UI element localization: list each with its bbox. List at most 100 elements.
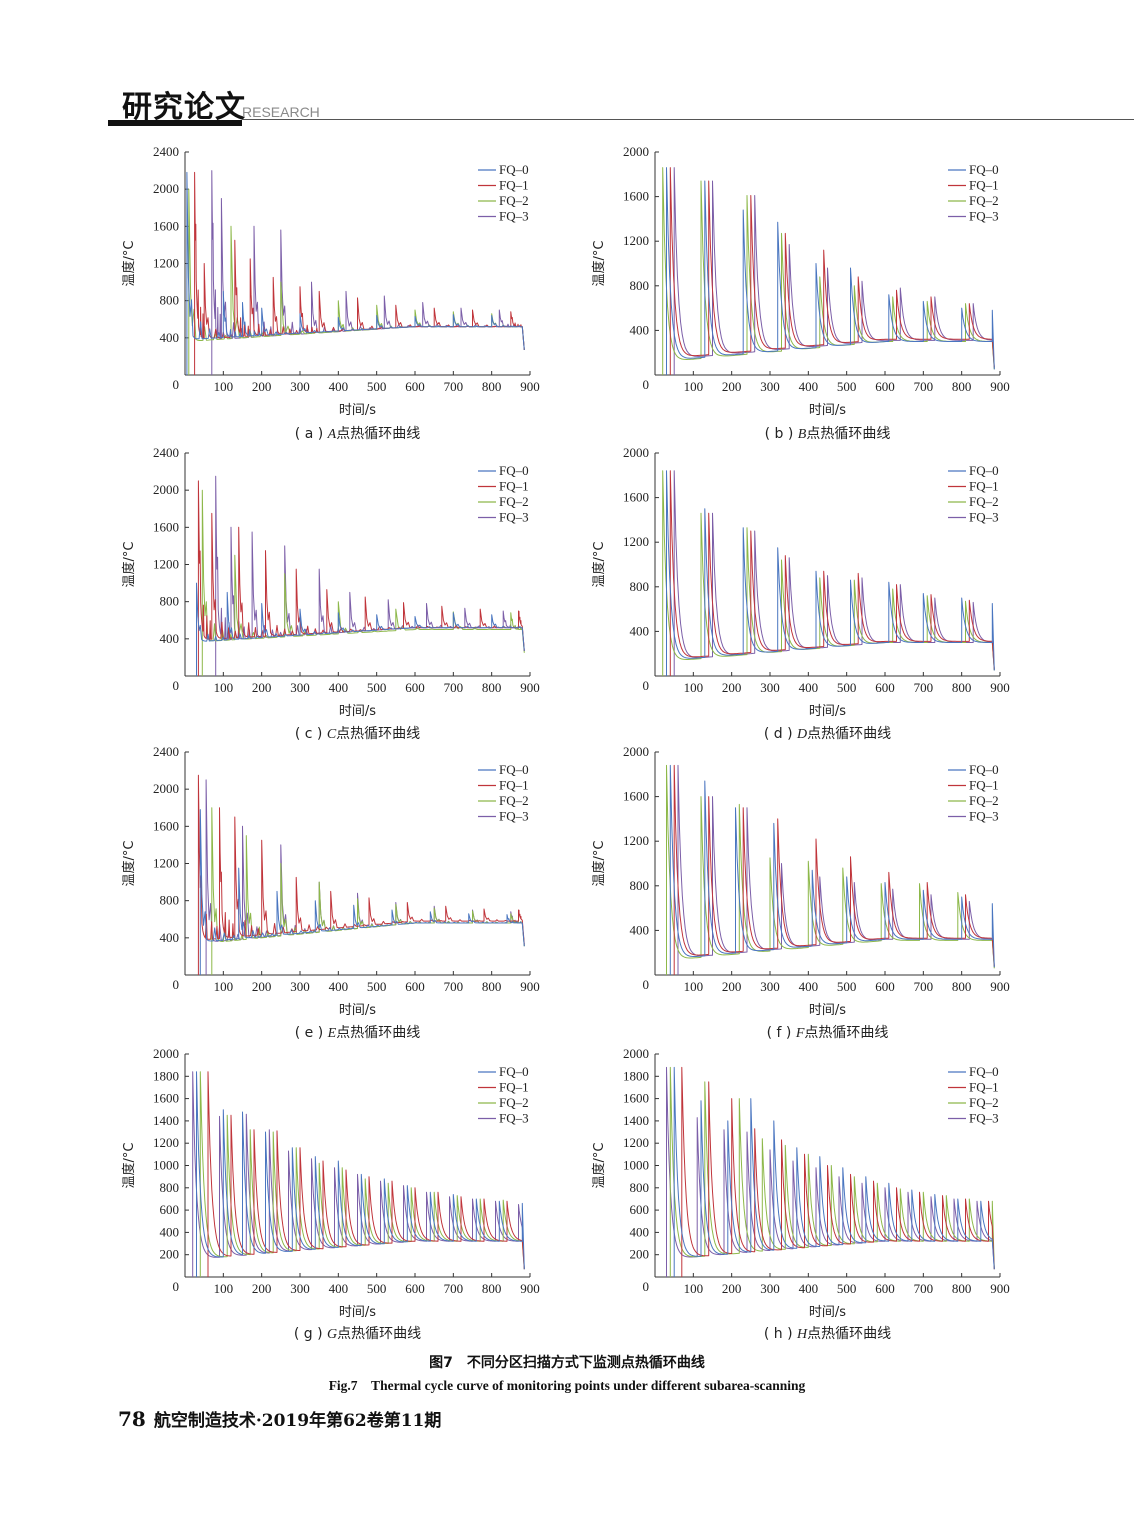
section-title: 研究论文 xyxy=(122,90,246,125)
legend-entry: FQ–1 xyxy=(969,778,999,793)
caption-point: A xyxy=(327,427,337,442)
x-tick-label: 200 xyxy=(252,979,272,994)
x-tick-label: 300 xyxy=(760,680,780,695)
legend-entry: FQ–1 xyxy=(499,178,529,193)
series-group xyxy=(666,1066,995,1277)
x-tick-label: 400 xyxy=(329,379,349,394)
origin-label: 0 xyxy=(643,377,650,392)
y-tick-label: 2400 xyxy=(153,744,179,759)
x-axis-label: 时间/s xyxy=(809,1305,846,1320)
series-line-FQ-1 xyxy=(669,167,995,375)
x-tick-label: 900 xyxy=(990,379,1010,394)
legend-entry: FQ–3 xyxy=(499,1111,529,1126)
series-line-FQ-2 xyxy=(188,188,525,375)
x-tick-label: 200 xyxy=(722,379,742,394)
series-line-FQ-0 xyxy=(666,470,995,676)
caption-index: ( b ) xyxy=(765,426,798,442)
series-group xyxy=(186,170,525,375)
x-axis-label: 时间/s xyxy=(339,1003,376,1018)
origin-label: 0 xyxy=(173,377,180,392)
x-axis-label: 时间/s xyxy=(339,704,376,719)
x-tick-label: 700 xyxy=(444,1281,464,1296)
series-group xyxy=(196,475,525,676)
x-tick-label: 100 xyxy=(214,979,234,994)
y-tick-label: 2400 xyxy=(153,445,179,460)
series-line-FQ-1 xyxy=(194,171,525,375)
panel-caption: ( d ) D点热循环曲线 xyxy=(764,726,891,742)
legend-entry: FQ–3 xyxy=(499,510,529,525)
x-tick-label: 600 xyxy=(405,680,425,695)
caption-text: 点热循环曲线 xyxy=(807,1326,891,1342)
y-tick-label: 1200 xyxy=(153,856,179,871)
x-tick-label: 400 xyxy=(799,680,819,695)
x-tick-label: 900 xyxy=(520,680,540,695)
series-group xyxy=(197,774,525,975)
origin-label: 0 xyxy=(643,977,650,992)
series-line-FQ-3 xyxy=(673,167,995,375)
y-axis-label: 温度/°C xyxy=(591,241,607,287)
caption-text: 点热循环曲线 xyxy=(337,1326,421,1342)
x-tick-label: 200 xyxy=(252,680,272,695)
y-tick-label: 400 xyxy=(160,631,180,646)
series-line-FQ-2 xyxy=(666,764,995,975)
y-tick-label: 800 xyxy=(160,1180,180,1195)
panel-caption: ( c ) C点热循环曲线 xyxy=(295,726,420,742)
x-tick-label: 500 xyxy=(837,680,857,695)
legend-entry: FQ–2 xyxy=(499,793,529,808)
x-tick-label: 800 xyxy=(482,680,502,695)
caption-point: H xyxy=(796,1327,808,1342)
caption-index: ( e ) xyxy=(295,1025,328,1041)
series-line-FQ-2 xyxy=(201,489,525,676)
x-tick-label: 200 xyxy=(252,1281,272,1296)
series-line-FQ-1 xyxy=(197,774,525,975)
x-tick-label: 300 xyxy=(290,979,310,994)
x-tick-label: 600 xyxy=(405,1281,425,1296)
chart-panel-e: 400 800 1200 1600 2000 2400 0 100 200 300 400 500 60… xyxy=(121,744,540,1041)
caption-point: C xyxy=(327,727,337,742)
x-axis-label: 时间/s xyxy=(809,1003,846,1018)
caption-index: ( f ) xyxy=(767,1025,796,1041)
x-tick-label: 600 xyxy=(875,979,895,994)
legend-entry: FQ–0 xyxy=(499,162,529,177)
figure-caption-cn: 图7 不同分区扫描方式下监测点热循环曲线 xyxy=(429,1355,705,1371)
y-tick-label: 800 xyxy=(160,293,180,308)
y-tick-label: 1600 xyxy=(623,1091,649,1106)
y-tick-label: 1400 xyxy=(153,1113,179,1128)
y-axis-label: 温度/°C xyxy=(591,1143,607,1189)
legend-entry: FQ–2 xyxy=(969,1095,999,1110)
y-tick-label: 1800 xyxy=(153,1068,179,1083)
y-tick-label: 2000 xyxy=(623,445,649,460)
y-tick-label: 800 xyxy=(160,594,180,609)
x-tick-label: 900 xyxy=(520,1281,540,1296)
x-tick-label: 800 xyxy=(482,1281,502,1296)
x-tick-label: 600 xyxy=(875,680,895,695)
x-tick-label: 700 xyxy=(914,1281,934,1296)
series-line-FQ-0 xyxy=(196,582,525,676)
x-tick-label: 700 xyxy=(444,680,464,695)
x-tick-label: 200 xyxy=(722,680,742,695)
x-tick-label: 800 xyxy=(952,379,972,394)
panel-caption: ( b ) B点热循环曲线 xyxy=(765,426,891,442)
y-tick-label: 800 xyxy=(630,579,650,594)
x-tick-label: 200 xyxy=(252,379,272,394)
legend-entry: FQ–1 xyxy=(969,1080,999,1095)
y-tick-label: 1600 xyxy=(153,818,179,833)
caption-point: B xyxy=(798,427,807,442)
x-tick-label: 300 xyxy=(290,1281,310,1296)
x-tick-label: 800 xyxy=(482,379,502,394)
figure-caption-en: Fig.7 Thermal cycle curve of monitoring … xyxy=(328,1378,806,1393)
series-line-FQ-1 xyxy=(673,764,995,975)
caption-index: ( d ) xyxy=(764,726,797,742)
origin-label: 0 xyxy=(173,678,180,693)
y-axis-label: 温度/°C xyxy=(121,1143,137,1189)
y-tick-label: 400 xyxy=(630,1224,650,1239)
x-tick-label: 900 xyxy=(520,379,540,394)
series-line-FQ-0 xyxy=(186,171,525,375)
y-tick-label: 800 xyxy=(630,878,650,893)
series-line-FQ-2 xyxy=(669,1066,995,1277)
chart-panel-a: 400 800 1200 1600 2000 2400 0 100 200 300 400 500 60… xyxy=(121,144,540,442)
y-tick-label: 400 xyxy=(160,330,180,345)
x-tick-label: 900 xyxy=(990,680,1010,695)
y-tick-label: 800 xyxy=(630,1180,650,1195)
